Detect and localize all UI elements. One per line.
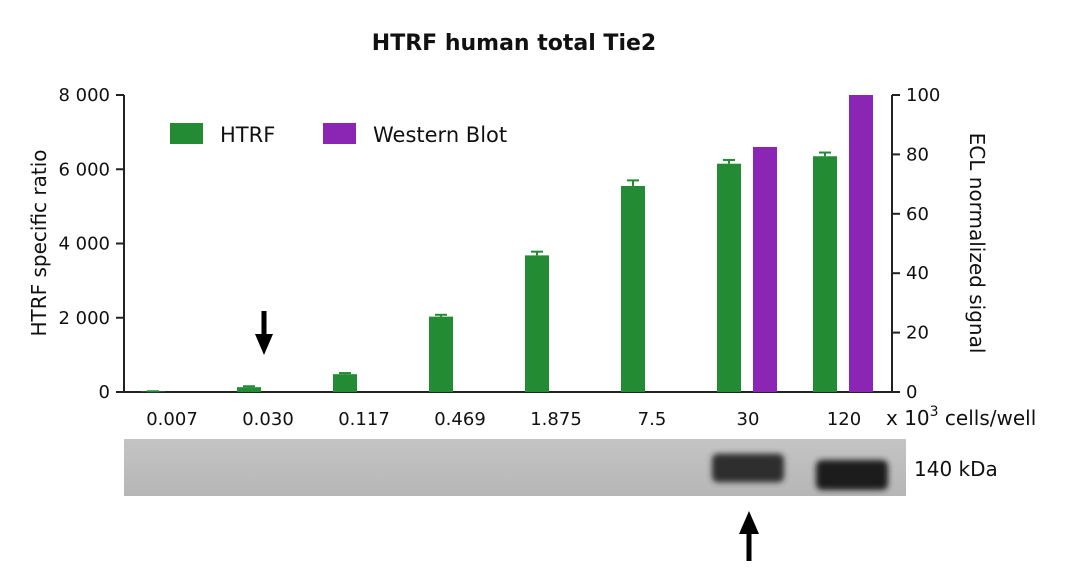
x-tick-label: 0.030 [242,409,294,430]
x-axis-label-prefix: x 10 [886,406,930,430]
y2-tick-label: 100 [906,85,940,106]
annotations [255,311,759,561]
arrow-up-head [739,511,759,534]
y2-axis-label: ECL normalized signal [965,133,989,354]
western-blot-image [124,439,906,496]
bar-western-blot [849,95,873,392]
legend-swatch [170,123,203,144]
bar-htrf [717,163,741,392]
axes: 0 2 000 4 000 6 000 8 000 0 20 40 60 80 100 0.007 0.… [58,85,940,430]
x-tick-label: 0.007 [146,409,198,430]
y2-tick-label: 40 [906,263,929,284]
x-axis-label: x 103 cells/well [886,404,1036,430]
y-tick-label: 4 000 [58,234,110,255]
bar-htrf [429,316,453,392]
bar-htrf [813,156,837,392]
bars [141,95,873,393]
y2-tick-label: 0 [906,382,917,403]
x-axis-label-suffix: cells/well [939,406,1037,430]
blot-band [816,460,888,490]
blot-band [712,453,784,483]
legend-label: Western Blot [373,123,507,147]
y2-tick-label: 20 [906,323,929,344]
blot-strip [124,439,906,496]
x-tick-label: 120 [827,409,861,430]
y-tick-label: 8 000 [58,85,110,106]
y2-tick-label: 60 [906,204,929,225]
y-tick-label: 2 000 [58,308,110,329]
x-axis-label-sup: 3 [930,404,939,420]
bar-htrf [525,255,549,392]
y-tick-label: 0 [99,382,110,403]
legend: HTRF Western Blot [170,123,507,147]
bar-htrf [621,185,645,392]
bar-htrf [237,387,261,392]
y2-tick-label: 80 [906,144,929,165]
blot-size-label: 140 kDa [914,457,998,481]
x-tick-label: 0.117 [338,409,390,430]
x-tick-label: 0.469 [434,409,486,430]
x-tick-label: 1.875 [530,409,582,430]
bar-htrf [333,374,357,392]
chart-title: HTRF human total Tie2 [372,31,656,56]
y-tick-label: 6 000 [58,159,110,180]
x-tick-label: 30 [737,409,760,430]
bar-western-blot [753,146,777,392]
legend-label: HTRF [220,123,275,147]
legend-swatch [323,123,356,144]
y-axis-label: HTRF specific ratio [27,149,51,336]
arrow-down-head [255,334,273,355]
x-tick-label: 7.5 [638,409,667,430]
